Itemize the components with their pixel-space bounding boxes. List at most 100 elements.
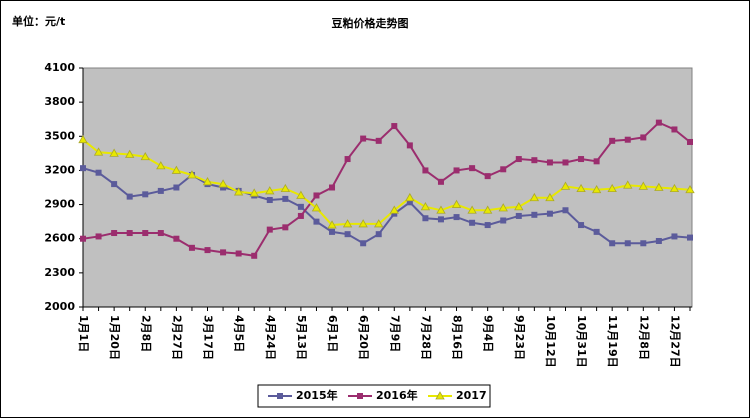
point <box>467 205 477 214</box>
x-tick-label: 9月23日 <box>513 315 526 360</box>
point <box>655 119 662 126</box>
point <box>342 219 353 228</box>
point <box>360 135 367 142</box>
x-tick-label: 6月20日 <box>357 315 370 360</box>
legend-box <box>257 384 491 408</box>
x-tick-label: 9月4日 <box>482 315 495 352</box>
point <box>453 214 460 221</box>
x-tick-label: 4月5日 <box>233 315 246 352</box>
point <box>685 184 695 194</box>
point <box>500 166 507 173</box>
point <box>593 228 600 235</box>
point <box>484 173 491 180</box>
point <box>111 181 118 188</box>
point <box>531 157 538 164</box>
x-tick-label: 11月19日 <box>606 315 619 368</box>
point <box>125 149 135 158</box>
x-tick-label: 10月12日 <box>544 315 557 368</box>
series-line <box>82 138 691 227</box>
chart-title: 豆粕价格走势图 <box>332 16 409 30</box>
point <box>202 177 213 186</box>
point <box>545 192 555 202</box>
point <box>95 233 102 240</box>
point <box>157 187 164 194</box>
point <box>436 205 446 214</box>
point <box>358 219 368 228</box>
series-line <box>82 121 691 257</box>
point <box>126 193 133 200</box>
point <box>109 148 119 157</box>
point <box>220 249 227 256</box>
point <box>576 183 586 193</box>
point <box>329 184 336 191</box>
point <box>500 217 507 224</box>
point <box>78 134 88 144</box>
point <box>406 142 413 149</box>
point <box>469 165 476 172</box>
point <box>313 192 320 199</box>
point <box>173 235 180 242</box>
point <box>329 228 336 235</box>
point <box>514 202 524 211</box>
point <box>171 165 182 174</box>
point <box>282 195 289 202</box>
point <box>498 203 508 212</box>
x-tick-label: 2月27日 <box>170 315 183 360</box>
point <box>638 181 648 190</box>
point <box>375 137 382 144</box>
point <box>344 231 351 238</box>
y-tick-label: 4100 <box>44 61 75 74</box>
point <box>687 138 693 145</box>
point <box>687 234 693 241</box>
point <box>296 190 306 199</box>
point <box>562 159 569 166</box>
point <box>640 134 647 141</box>
x-tick-label: 3月17日 <box>202 315 215 360</box>
point <box>562 207 569 214</box>
x-tick-label: 5月13日 <box>295 315 308 360</box>
unit-label: 单位：元/t <box>12 14 65 28</box>
point <box>546 210 553 217</box>
y-tick-label: 3500 <box>44 129 75 142</box>
point <box>469 219 476 226</box>
point <box>375 231 382 238</box>
x-tick-label: 4月24日 <box>264 315 277 360</box>
point <box>437 178 444 185</box>
point <box>344 156 351 163</box>
plot-area <box>82 67 693 308</box>
y-tick-label: 2000 <box>44 300 75 313</box>
point <box>249 188 259 197</box>
x-tick-label: 7月28日 <box>419 315 432 360</box>
point <box>204 247 211 254</box>
legend-marker <box>277 393 283 399</box>
legend-label: 2016年 <box>376 388 418 402</box>
point <box>157 230 164 237</box>
point <box>218 179 228 188</box>
point <box>280 183 291 193</box>
legend-label: 2017 <box>456 389 487 402</box>
point <box>282 224 289 231</box>
point <box>420 202 431 211</box>
point <box>297 203 304 210</box>
x-tick-label: 1月1日 <box>77 315 90 352</box>
point <box>80 235 86 242</box>
point <box>593 158 600 165</box>
point <box>640 240 647 247</box>
point <box>453 167 460 174</box>
point <box>578 222 585 229</box>
point <box>93 147 104 156</box>
point <box>142 191 149 198</box>
point <box>623 180 633 189</box>
point <box>360 240 367 247</box>
point <box>607 183 617 193</box>
point <box>591 184 602 194</box>
x-tick-label: 1月20日 <box>108 315 121 360</box>
point <box>187 170 197 179</box>
point <box>609 240 616 247</box>
point <box>422 215 429 222</box>
point <box>484 222 491 229</box>
point <box>313 218 320 225</box>
point <box>624 136 631 143</box>
point <box>654 182 664 191</box>
point <box>624 240 631 247</box>
